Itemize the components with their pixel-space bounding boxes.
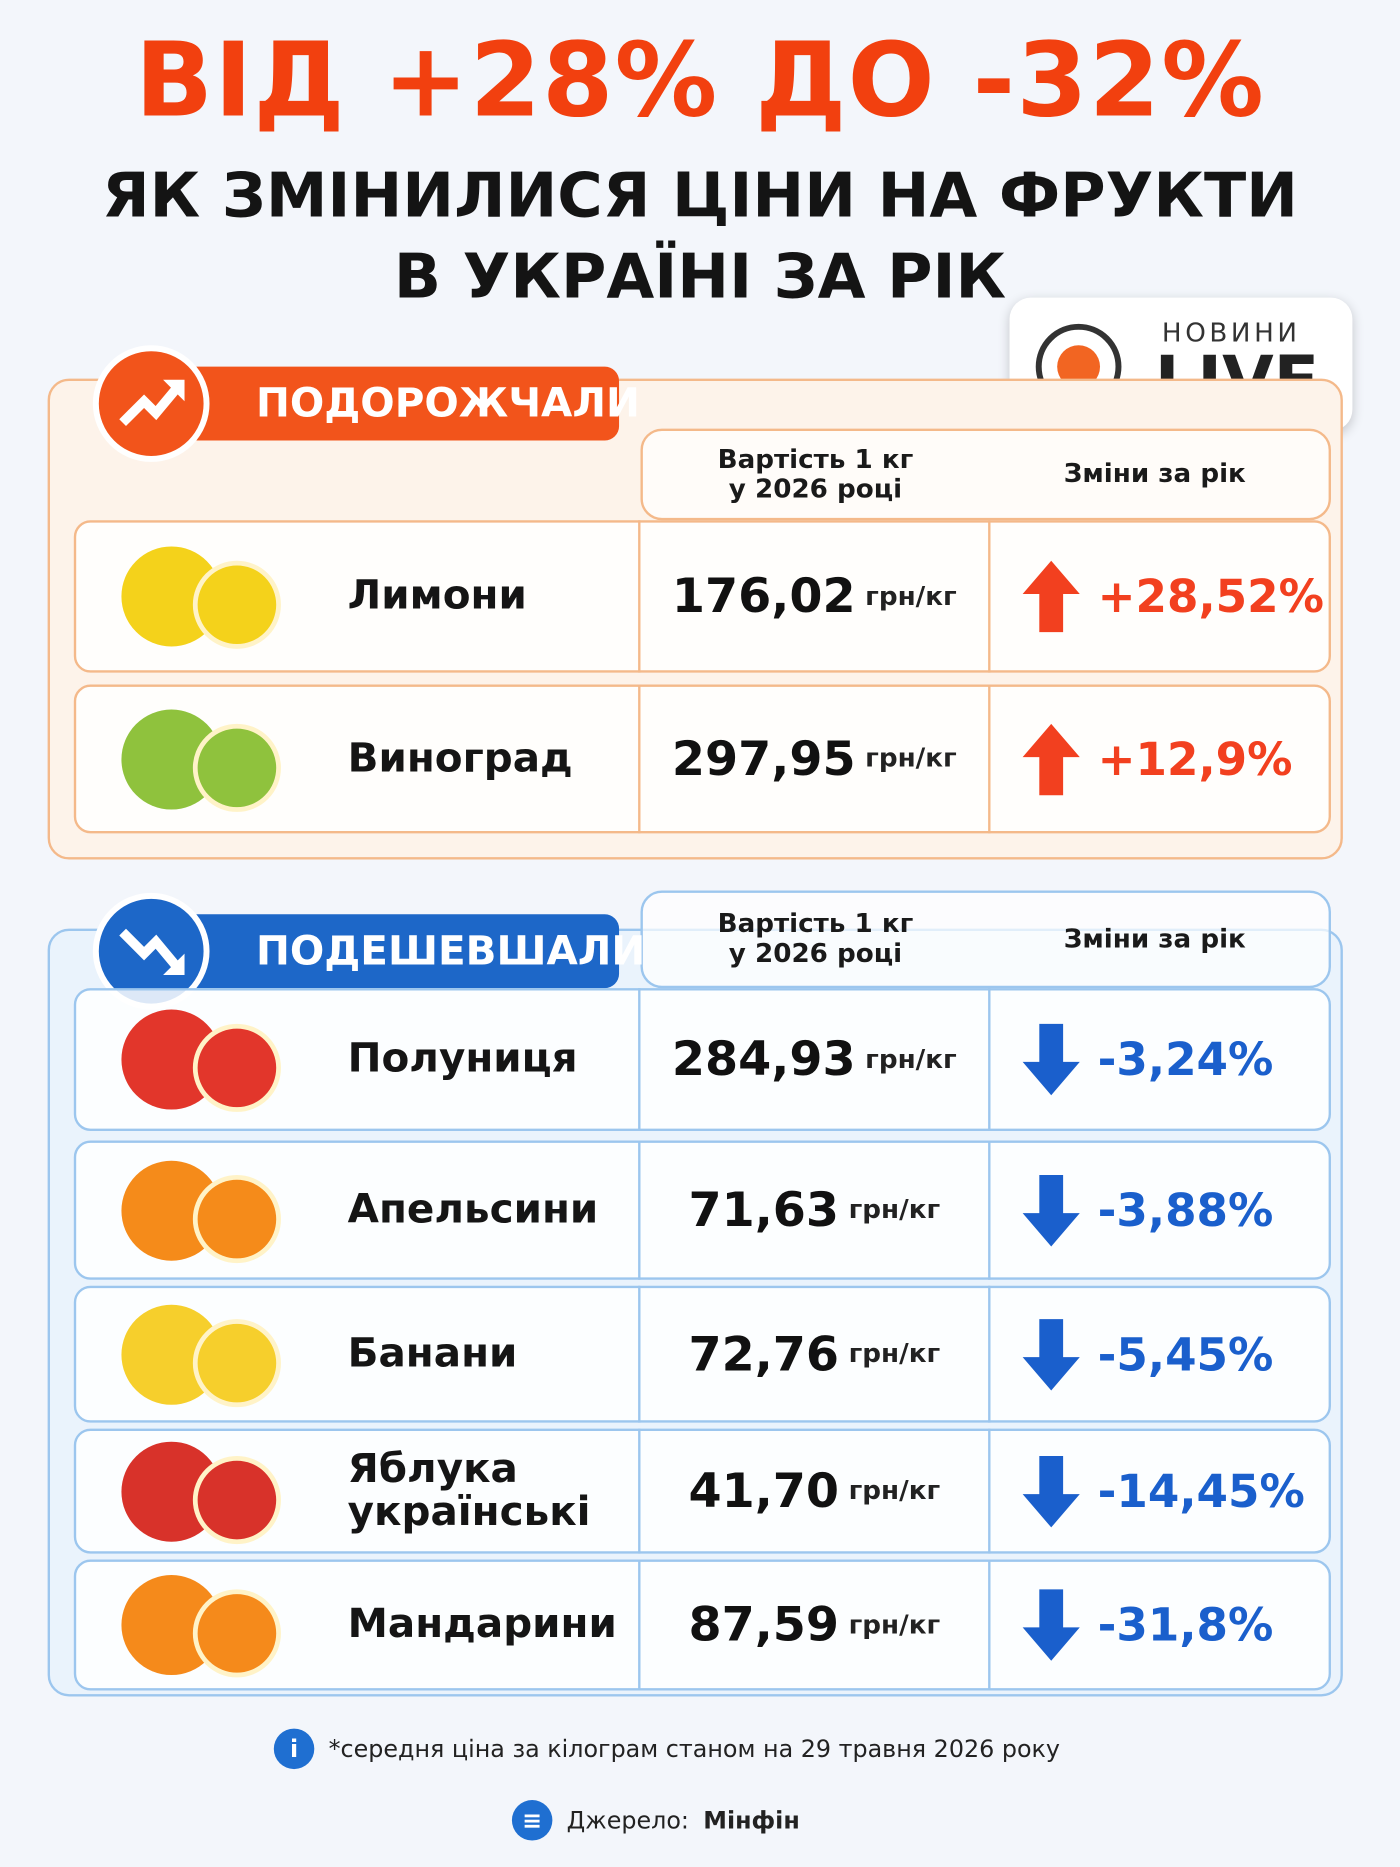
change: +28,52%: [1097, 570, 1324, 623]
divider: [988, 988, 991, 1131]
price: 176,02 грн/кг: [640, 520, 988, 672]
price-unit: грн/кг: [865, 744, 957, 774]
arrow: [1018, 721, 1085, 797]
fruit: [192, 723, 281, 812]
price: 72,76 грн/кг: [640, 1286, 988, 1423]
price-value: 41,70: [688, 1463, 840, 1519]
source-label: Джерело:: [566, 1805, 689, 1835]
price-unit: грн/кг: [865, 581, 957, 612]
divider: [638, 1140, 641, 1280]
fruit: [192, 1318, 281, 1407]
fruit-name: Полуниця: [347, 1034, 578, 1083]
price: 71,63 грн/кг: [640, 1140, 988, 1279]
change: -5,45%: [1097, 1328, 1274, 1381]
fruit-name: Яблука українські: [347, 1445, 591, 1536]
price-unit: грн/кг: [848, 1195, 941, 1226]
fruit: [192, 1023, 281, 1112]
arrow: [1018, 1316, 1085, 1392]
row: [73, 684, 1331, 834]
logo-small: НОВИНИ: [1161, 319, 1301, 349]
row: [73, 1559, 1331, 1691]
price-unit: грн/кг: [848, 1476, 941, 1506]
fruit: [192, 560, 281, 649]
price-value: 176,02: [671, 569, 856, 624]
fruit: [192, 1174, 281, 1263]
fruit: [192, 1589, 281, 1678]
price-unit: грн/кг: [848, 1339, 941, 1370]
fruit-name: Банани: [347, 1329, 518, 1377]
subtitle: В УКРАЇНІ ЗА РІК: [393, 241, 1007, 314]
footnote: i *середня ціна за кілограм станом на 29 …: [273, 1728, 1060, 1770]
subtitle: ЯК ЗМІНИЛИСЯ ЦІНИ НА ФРУКТИ: [102, 160, 1298, 233]
price-value: 284,93: [671, 1032, 856, 1087]
divider: [638, 1285, 641, 1423]
divider: [638, 988, 641, 1131]
arrow: [1018, 558, 1085, 634]
arrow: [1018, 1453, 1085, 1529]
price-unit: грн/кг: [848, 1610, 941, 1640]
divider: [638, 1428, 641, 1554]
column-header: Вартість 1 кг у 2026 році: [717, 444, 914, 505]
fruit-name: Виноград: [347, 734, 573, 782]
price: 284,93 грн/кг: [640, 988, 988, 1131]
section-label: ПОДОРОЖЧАЛИ: [119, 366, 640, 441]
price: 297,95 грн/кг: [640, 685, 988, 834]
row: [73, 1428, 1331, 1554]
divider: [988, 1428, 991, 1554]
row: [73, 1285, 1331, 1423]
fruit-name: Мандарини: [347, 1600, 617, 1648]
price-value: 71,63: [688, 1182, 840, 1238]
divider: [988, 520, 991, 673]
price: 41,70 грн/кг: [640, 1429, 988, 1554]
row: [73, 988, 1331, 1131]
column-header: Зміни за рік: [1063, 459, 1246, 490]
price-unit: грн/кг: [865, 1044, 957, 1075]
section-icon: [92, 345, 210, 462]
divider: [988, 1285, 991, 1423]
change: -3,88%: [1097, 1183, 1274, 1237]
divider: [988, 684, 991, 834]
divider: [638, 1559, 641, 1691]
title: ВІД +28% ДО -32%: [135, 21, 1265, 141]
change: -3,24%: [1097, 1033, 1274, 1086]
header-box: [640, 428, 1331, 521]
fruit-name: Апельсини: [347, 1185, 599, 1233]
row: [73, 1140, 1331, 1280]
price: 87,59 грн/кг: [640, 1560, 988, 1691]
fruit-name: Лимони: [347, 571, 527, 620]
source-value: Мінфін: [703, 1805, 800, 1835]
column-header: Зміни за рік: [1063, 924, 1246, 955]
change: +12,9%: [1097, 732, 1293, 786]
price-value: 297,95: [671, 731, 856, 787]
arrow: [1018, 1172, 1085, 1248]
header-box: [640, 890, 1331, 989]
column-header: Вартість 1 кг у 2026 році: [717, 909, 914, 970]
change: -14,45%: [1097, 1464, 1305, 1518]
source: ≡ Джерело: Мінфін: [511, 1800, 800, 1841]
change: -31,8%: [1097, 1598, 1274, 1652]
note: *середня ціна за кілограм станом на 29 т…: [328, 1734, 1060, 1764]
divider: [638, 684, 641, 834]
price-value: 87,59: [688, 1597, 840, 1653]
row: [73, 520, 1331, 673]
fruit: [192, 1455, 281, 1544]
arrow: [1018, 1587, 1085, 1663]
divider: [988, 1559, 991, 1691]
price-value: 72,76: [688, 1326, 840, 1382]
divider: [988, 1140, 991, 1280]
divider: [638, 520, 641, 673]
arrow: [1018, 1021, 1085, 1097]
